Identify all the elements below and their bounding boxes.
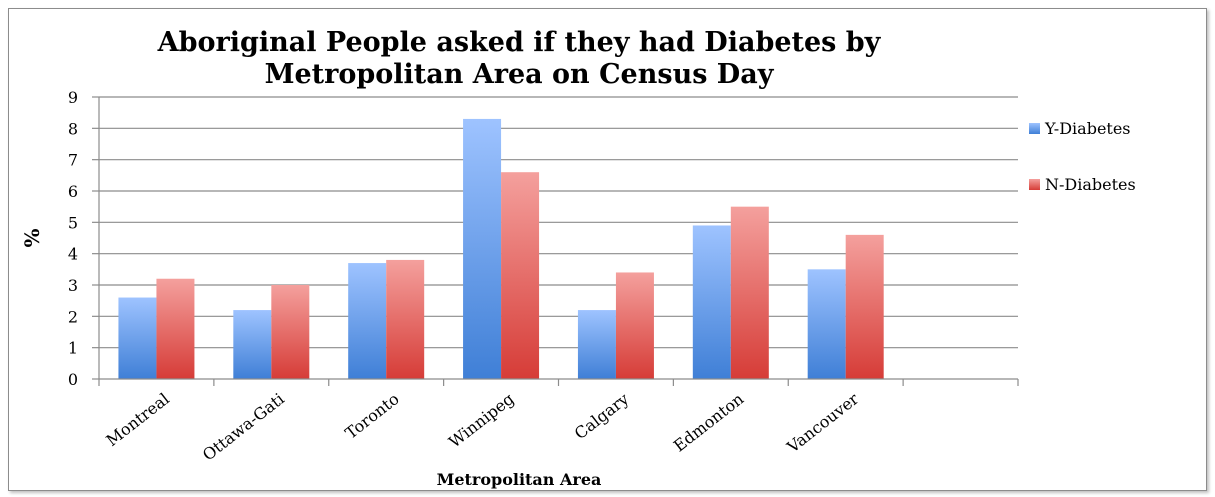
bar-n-diabetes-edmonton: [730, 206, 769, 379]
legend-swatch-y-diabetes: [1029, 123, 1040, 134]
ytick-label-2: 2: [68, 307, 78, 326]
bar-n-diabetes-calgary: [615, 272, 654, 379]
bars: [118, 118, 884, 379]
bar-y-diabetes-vancouver: [807, 269, 846, 379]
legend: Y-Diabetes N-Diabetes: [1029, 119, 1136, 194]
category-label-winnipeg: Winnipeg: [445, 389, 517, 451]
bar-n-diabetes-toronto: [386, 259, 425, 379]
ytick-label-7: 7: [68, 151, 78, 170]
bar-y-diabetes-edmonton: [692, 225, 731, 379]
legend-swatch-n-diabetes: [1029, 179, 1040, 190]
bar-n-diabetes-ottawa-gati: [271, 285, 310, 379]
category-label-edmonton: Edmonton: [670, 389, 747, 455]
legend-label-y-diabetes: Y-Diabetes: [1044, 119, 1131, 138]
bar-n-diabetes-montreal: [156, 278, 195, 379]
ytick-label-5: 5: [68, 213, 78, 232]
bar-y-diabetes-winnipeg: [463, 118, 502, 379]
bar-y-diabetes-calgary: [577, 310, 616, 379]
chart-frame: Aboriginal People asked if they had Diab…: [8, 8, 1207, 491]
ytick-label-3: 3: [68, 276, 78, 295]
legend-label-n-diabetes: N-Diabetes: [1045, 175, 1136, 194]
chart-title-line-2: Metropolitan Area on Census Day: [265, 59, 775, 90]
ytick-label-0: 0: [68, 370, 78, 389]
category-label-toronto: Toronto: [342, 389, 403, 443]
bar-n-diabetes-vancouver: [845, 234, 884, 379]
bar-y-diabetes-ottawa-gati: [233, 310, 272, 379]
bar-y-diabetes-montreal: [118, 297, 157, 379]
ytick-label-4: 4: [68, 245, 78, 264]
x-axis-title: Metropolitan Area: [437, 470, 602, 489]
y-axis-title: %: [20, 228, 44, 247]
ytick-label-9: 9: [68, 88, 78, 107]
ytick-label-1: 1: [68, 339, 78, 358]
category-label-montreal: Montreal: [102, 389, 172, 450]
bar-chart: Aboriginal People asked if they had Diab…: [20, 27, 1136, 489]
ytick-label-8: 8: [68, 119, 78, 138]
bar-n-diabetes-winnipeg: [501, 172, 540, 379]
category-label-calgary: Calgary: [571, 389, 633, 443]
axes: [92, 96, 1019, 386]
chart-title-line-1: Aboriginal People asked if they had Diab…: [157, 27, 882, 58]
category-label-ottawa-gati: Ottawa-Gati: [199, 389, 288, 464]
ytick-label-6: 6: [68, 182, 78, 201]
category-label-vancouver: Vancouver: [783, 389, 863, 457]
bar-y-diabetes-toronto: [348, 263, 387, 379]
